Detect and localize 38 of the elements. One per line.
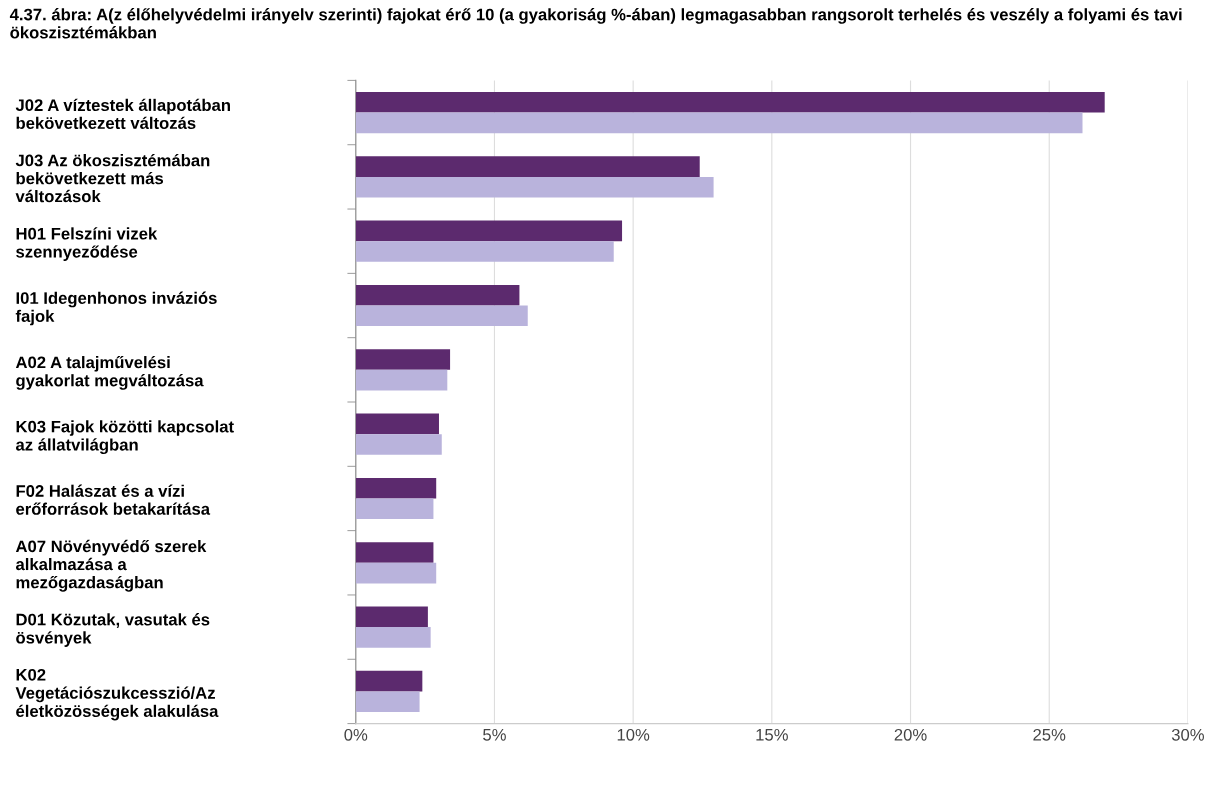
y-tick-label: A07 Növényvédő szerek alkalmazása a mezőgazdaságban: [15, 539, 207, 592]
bar: [355, 498, 434, 520]
bar: [355, 562, 437, 584]
y-tick-label: J03 Az ökoszisztémában bekövetkezett más változások: [15, 153, 210, 203]
y-tick-label: J02 A víztestek állapotában bekövetkezett változás: [15, 98, 230, 130]
bar: [355, 284, 520, 306]
bar: [355, 542, 434, 563]
bar: [355, 220, 623, 242]
bar: [355, 627, 431, 648]
bar: [355, 691, 420, 713]
bar: [355, 305, 528, 327]
bar: [355, 91, 1105, 113]
y-tick-label: H01 Felszíni vizek szennyeződése: [16, 227, 158, 261]
y-tick-label: D01 Közutak, vasutak és ösvények: [16, 613, 210, 647]
x-tick-label: 30%: [1171, 728, 1204, 741]
y-tick-label: I01 Idegenhonos inváziós fajok: [15, 291, 217, 326]
bar: [355, 477, 437, 499]
bar: [355, 349, 451, 370]
y-tick-label: F02 Halászat és a vízi erőforrások betakarítása: [16, 484, 211, 515]
x-tick-label: 5%: [483, 728, 506, 741]
bar: [355, 112, 1083, 134]
y-tick-label: K03 Fajok közötti kapcsolat az állatvilágban: [15, 420, 234, 455]
x-tick-label: 25%: [1033, 728, 1066, 741]
y-tick-label: K02 Vegetációszukcesszió/Az életközösségek alakulása: [15, 668, 219, 721]
y-tick-label: A02 A talajművelési gyakorlat megváltozása: [15, 355, 204, 390]
bar: [355, 434, 442, 455]
x-tick-label: 15%: [756, 728, 788, 741]
bar: [355, 156, 700, 177]
bar: [355, 670, 423, 692]
chart-title: 4.37. ábra: A(z élőhelyvédelmi irányelv szerinti) fajokat érő 10 (a gyakoriság %-ában) legmagasabban rangsorolt terhelés és veszély a folyami és tavi ökoszisztémákban: [9, 8, 1182, 39]
x-tick-label: 0%: [344, 728, 368, 741]
bar: [355, 413, 439, 435]
bar: [355, 176, 714, 198]
bar: [355, 606, 428, 628]
x-tick-label: 20%: [894, 728, 927, 741]
x-tick-label: 10%: [617, 728, 650, 741]
bar: [355, 369, 448, 391]
bar: [355, 241, 614, 262]
